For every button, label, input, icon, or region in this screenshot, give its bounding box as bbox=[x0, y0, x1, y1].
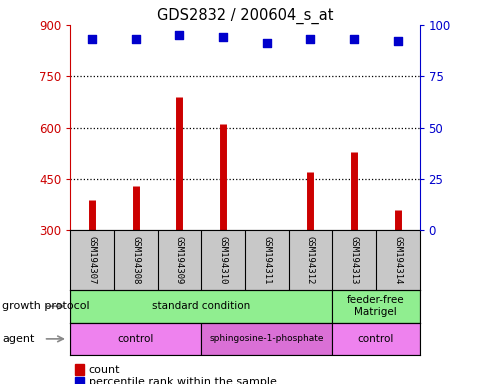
Point bbox=[393, 38, 401, 45]
Text: GSM194314: GSM194314 bbox=[393, 236, 401, 284]
Text: control: control bbox=[357, 334, 393, 344]
Bar bbox=[332, 290, 419, 323]
Text: standard condition: standard condition bbox=[152, 301, 250, 311]
Text: GSM194313: GSM194313 bbox=[349, 236, 358, 284]
Point bbox=[219, 34, 227, 40]
Text: growth protocol: growth protocol bbox=[2, 301, 90, 311]
Point bbox=[132, 36, 139, 42]
Bar bbox=[70, 290, 332, 323]
Point bbox=[306, 36, 314, 42]
Bar bbox=[201, 323, 332, 355]
Point bbox=[88, 36, 96, 42]
Text: GSM194312: GSM194312 bbox=[305, 236, 314, 284]
Text: sphingosine-1-phosphate: sphingosine-1-phosphate bbox=[209, 334, 323, 343]
Text: GSM194311: GSM194311 bbox=[262, 236, 271, 284]
Text: feeder-free
Matrigel: feeder-free Matrigel bbox=[347, 295, 404, 317]
Text: GSM194309: GSM194309 bbox=[175, 236, 183, 284]
Point bbox=[349, 36, 357, 42]
Point bbox=[262, 40, 270, 46]
Bar bbox=[332, 323, 419, 355]
Text: agent: agent bbox=[2, 334, 35, 344]
Bar bbox=[70, 323, 201, 355]
Text: control: control bbox=[117, 334, 153, 344]
Title: GDS2832 / 200604_s_at: GDS2832 / 200604_s_at bbox=[156, 7, 333, 23]
Text: GSM194307: GSM194307 bbox=[88, 236, 96, 284]
Text: GSM194310: GSM194310 bbox=[218, 236, 227, 284]
Text: count: count bbox=[89, 365, 120, 375]
Point bbox=[175, 32, 183, 38]
Text: GSM194308: GSM194308 bbox=[131, 236, 140, 284]
Text: percentile rank within the sample: percentile rank within the sample bbox=[89, 377, 276, 384]
